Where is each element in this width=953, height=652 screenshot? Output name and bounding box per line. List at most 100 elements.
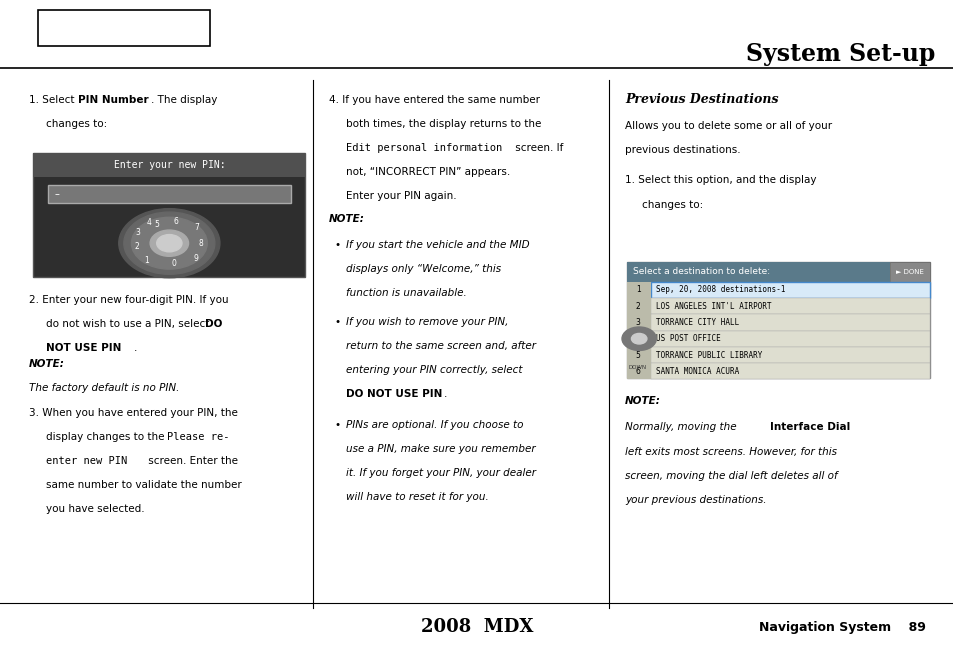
Text: screen. Enter the: screen. Enter the [145, 456, 237, 466]
Text: 1. Select: 1. Select [29, 95, 77, 104]
Text: 1: 1 [636, 286, 639, 294]
Text: .: . [443, 389, 447, 399]
Bar [626, 331, 650, 347]
Bar [650, 363, 929, 379]
Bar [889, 262, 929, 282]
Bar [626, 363, 650, 379]
Text: 4: 4 [635, 334, 640, 343]
Text: Interface Dial: Interface Dial [769, 422, 849, 432]
Text: do not wish to use a PIN, select: do not wish to use a PIN, select [46, 319, 213, 329]
Text: you have selected.: you have selected. [46, 504, 144, 514]
Text: 0: 0 [171, 259, 175, 268]
Text: enter new PIN: enter new PIN [46, 456, 127, 466]
Text: •: • [335, 420, 340, 430]
Bar [48, 185, 291, 203]
Circle shape [150, 230, 189, 256]
Bar [626, 262, 929, 378]
Text: DO NOT USE PIN: DO NOT USE PIN [346, 389, 442, 399]
Text: –: – [54, 188, 59, 199]
Text: 4. If you have entered the same number: 4. If you have entered the same number [329, 95, 539, 104]
Text: PIN Number: PIN Number [78, 95, 149, 104]
Text: TORRANCE PUBLIC LIBRARY: TORRANCE PUBLIC LIBRARY [656, 351, 762, 359]
Text: left exits most screens. However, for this: left exits most screens. However, for th… [624, 447, 836, 456]
Bar [650, 314, 929, 331]
Text: 1. Select this option, and the display: 1. Select this option, and the display [624, 175, 816, 185]
Text: If you wish to remove your PIN,: If you wish to remove your PIN, [346, 317, 508, 327]
Text: will have to reset it for you.: will have to reset it for you. [346, 492, 489, 502]
Text: NOTE:: NOTE: [329, 214, 365, 224]
Text: 5: 5 [635, 351, 640, 359]
Circle shape [124, 212, 214, 274]
Text: The factory default is no PIN.: The factory default is no PIN. [29, 383, 179, 393]
Text: changes to:: changes to: [641, 200, 702, 209]
Text: 6: 6 [172, 218, 178, 226]
Text: 1: 1 [144, 256, 149, 265]
Text: displays only “Welcome,” this: displays only “Welcome,” this [346, 264, 501, 274]
Bar [626, 262, 889, 282]
Text: 4: 4 [146, 218, 151, 228]
Bar [33, 153, 305, 177]
Circle shape [621, 327, 656, 351]
Bar [626, 282, 650, 298]
Text: •: • [335, 240, 340, 250]
Text: return to the same screen and, after: return to the same screen and, after [346, 341, 536, 351]
Bar [626, 347, 650, 363]
Text: DO: DO [205, 319, 222, 329]
Text: 3: 3 [135, 228, 140, 237]
Text: changes to:: changes to: [46, 119, 107, 128]
Text: ► DONE: ► DONE [895, 269, 923, 275]
Text: 3: 3 [635, 318, 640, 327]
Text: 2: 2 [636, 302, 639, 310]
Bar [650, 331, 929, 347]
Text: 2008  MDX: 2008 MDX [420, 618, 533, 636]
Text: Enter your PIN again.: Enter your PIN again. [346, 191, 456, 201]
Text: use a PIN, make sure you remember: use a PIN, make sure you remember [346, 444, 536, 454]
Text: 2: 2 [134, 241, 139, 250]
Text: •: • [335, 317, 340, 327]
Text: .: . [133, 343, 137, 353]
Text: 3. When you have entered your PIN, the: 3. When you have entered your PIN, the [29, 408, 237, 417]
Text: Please re-: Please re- [167, 432, 230, 441]
Text: your previous destinations.: your previous destinations. [624, 495, 765, 505]
Text: Sep, 20, 2008 destinations-1: Sep, 20, 2008 destinations-1 [656, 286, 785, 294]
Text: Edit personal information: Edit personal information [346, 143, 502, 153]
Text: US POST OFFICE: US POST OFFICE [656, 334, 720, 343]
Text: . The display: . The display [151, 95, 217, 104]
Text: ▼ DO NOT USE PIN: ▼ DO NOT USE PIN [136, 265, 202, 271]
Circle shape [118, 209, 219, 278]
Text: not, “INCORRECT PIN” appears.: not, “INCORRECT PIN” appears. [346, 167, 510, 177]
Text: screen, moving the dial left deletes all of: screen, moving the dial left deletes all… [624, 471, 837, 481]
Text: screen. If: screen. If [512, 143, 563, 153]
Text: 9: 9 [193, 254, 198, 263]
Text: Select a destination to delete:: Select a destination to delete: [632, 267, 769, 276]
Text: SANTA MONICA ACURA: SANTA MONICA ACURA [656, 367, 739, 376]
Bar [650, 347, 929, 363]
Text: same number to validate the number: same number to validate the number [46, 480, 241, 490]
Text: 7: 7 [193, 223, 198, 232]
Text: previous destinations.: previous destinations. [624, 145, 740, 155]
Bar [650, 282, 929, 298]
Text: PINs are optional. If you choose to: PINs are optional. If you choose to [346, 420, 523, 430]
Bar [626, 298, 650, 314]
Text: Enter your new PIN:: Enter your new PIN: [113, 160, 225, 170]
Text: DOWN: DOWN [628, 365, 646, 370]
Text: If you start the vehicle and the MID: If you start the vehicle and the MID [346, 240, 529, 250]
Circle shape [132, 217, 207, 269]
Text: Allows you to delete some or all of your: Allows you to delete some or all of your [624, 121, 831, 130]
Text: LOS ANGELES INT'L AIRPORT: LOS ANGELES INT'L AIRPORT [656, 302, 771, 310]
Text: TORRANCE CITY HALL: TORRANCE CITY HALL [656, 318, 739, 327]
Text: function is unavailable.: function is unavailable. [346, 288, 467, 298]
Text: Normally, moving the: Normally, moving the [624, 422, 739, 432]
Text: 6: 6 [635, 367, 640, 376]
Bar [626, 314, 650, 331]
Text: it. If you forget your PIN, your dealer: it. If you forget your PIN, your dealer [346, 468, 536, 478]
Text: NOTE:: NOTE: [29, 359, 65, 368]
Text: 5: 5 [154, 220, 159, 230]
Text: entering your PIN correctly, select: entering your PIN correctly, select [346, 365, 522, 375]
Text: NOT USE PIN: NOT USE PIN [46, 343, 121, 353]
Text: System Set-up: System Set-up [744, 42, 934, 67]
Bar [650, 298, 929, 314]
Circle shape [156, 235, 182, 252]
Bar [38, 10, 210, 46]
Bar [33, 153, 305, 277]
